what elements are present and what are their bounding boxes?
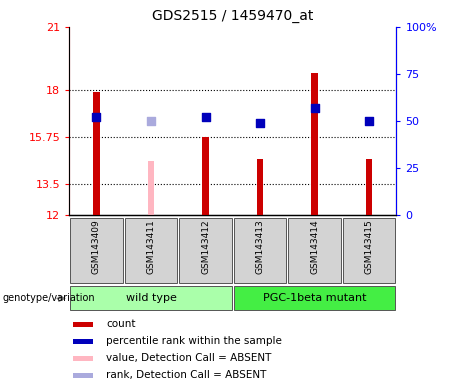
Text: GSM143409: GSM143409 [92,220,101,275]
Text: GSM143415: GSM143415 [365,220,374,275]
Point [148,118,155,124]
Bar [343,218,396,283]
Text: wild type: wild type [125,293,177,303]
Bar [366,159,372,215]
Bar [148,161,154,215]
Bar [70,218,123,283]
Bar [289,218,341,283]
Point [256,120,264,126]
Bar [73,339,94,344]
Point [311,105,318,111]
Bar [73,322,94,326]
Bar [311,73,318,215]
Text: GSM143412: GSM143412 [201,220,210,274]
Text: value, Detection Call = ABSENT: value, Detection Call = ABSENT [106,353,272,363]
Text: GSM143414: GSM143414 [310,220,319,274]
Bar [202,137,209,215]
Text: GSM143413: GSM143413 [255,220,265,275]
Title: GDS2515 / 1459470_at: GDS2515 / 1459470_at [152,9,313,23]
Bar [70,286,232,310]
Text: GSM143411: GSM143411 [147,220,155,275]
Bar [125,218,177,283]
Text: PGC-1beta mutant: PGC-1beta mutant [263,293,366,303]
Text: rank, Detection Call = ABSENT: rank, Detection Call = ABSENT [106,371,267,381]
Point [202,114,209,120]
Bar [73,373,94,378]
Bar [257,159,263,215]
Bar [234,286,396,310]
Text: genotype/variation: genotype/variation [2,293,95,303]
Bar [93,92,100,215]
Point [366,118,373,124]
Bar [73,356,94,361]
Text: percentile rank within the sample: percentile rank within the sample [106,336,283,346]
Point [93,114,100,120]
Bar [234,218,286,283]
Bar [179,218,232,283]
Text: count: count [106,319,136,329]
